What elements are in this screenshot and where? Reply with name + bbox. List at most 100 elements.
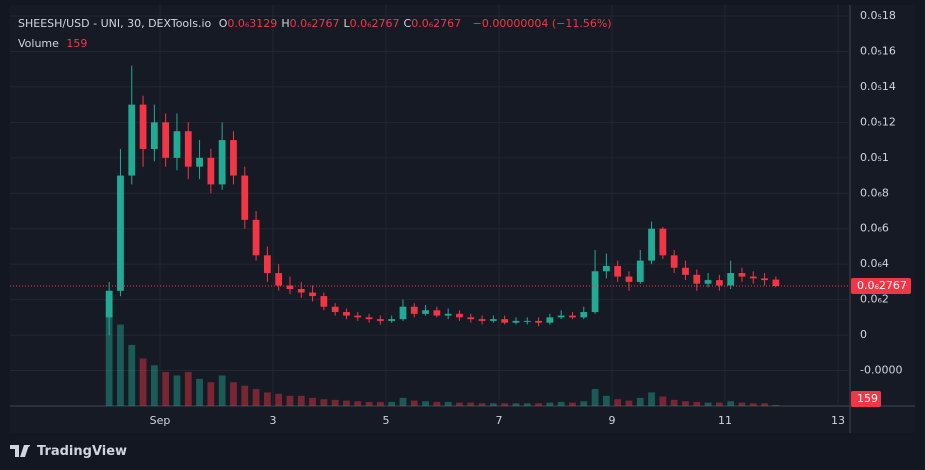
candle-body <box>184 131 192 167</box>
legend: SHEESH/USD - UNI, 30, DEXTools.io O0.0₆3… <box>18 14 616 54</box>
candle-body <box>241 175 249 220</box>
grid <box>10 5 850 406</box>
volume-bar <box>501 403 509 406</box>
candle-body <box>139 104 147 149</box>
ohlc-value: 0.0₆2767 <box>349 17 400 30</box>
candle-body <box>252 219 260 256</box>
candle-body <box>410 306 418 314</box>
candle-body <box>173 131 181 158</box>
candle-body <box>727 273 735 286</box>
volume-bar <box>738 402 746 406</box>
volume-bar <box>625 400 633 406</box>
candle-body <box>331 306 339 313</box>
candle-body <box>444 313 452 316</box>
candles <box>105 65 780 336</box>
ohlc-key: H <box>281 17 290 30</box>
candle-body <box>162 122 170 158</box>
volume-bar <box>263 392 271 406</box>
volume-bar <box>648 392 655 406</box>
y-tick-label: 0.0₆4 <box>860 257 889 270</box>
x-tick-label: 3 <box>270 414 277 427</box>
y-tick-label: 0.0₅12 <box>860 115 896 128</box>
candle-body <box>456 313 463 318</box>
candle-body <box>376 319 384 321</box>
candle-body <box>648 228 655 261</box>
volume-bar <box>207 382 215 406</box>
volume-bar <box>399 397 407 406</box>
volume-bar <box>230 382 237 406</box>
symbol-title: SHEESH/USD - UNI, 30, DEXTools.io <box>18 17 212 30</box>
candle-body <box>275 273 283 286</box>
y-tick-label: 0.0₆6 <box>860 222 889 235</box>
volume-bar <box>184 372 192 406</box>
volume-bar <box>523 403 531 406</box>
volume-bar <box>128 344 136 406</box>
volume-bar <box>286 395 294 406</box>
volume-bar <box>376 401 384 406</box>
volume-bar <box>772 404 780 406</box>
ohlc-key: O <box>218 17 228 30</box>
volume-badge <box>851 391 881 407</box>
volume-bar <box>569 402 576 406</box>
x-tick-label: 7 <box>496 414 503 427</box>
candle-body <box>478 319 486 321</box>
volume-bar <box>715 402 723 406</box>
volume-bar <box>636 397 644 406</box>
candle-body <box>670 255 678 268</box>
ohlc-values: O0.0₆3129 H0.0₆2767 L0.0₆2767 C0.0₆2767 <box>219 17 465 30</box>
candle-body <box>489 319 497 321</box>
y-tick-label: -0.0000 <box>860 364 902 377</box>
candle-body <box>738 273 746 277</box>
candle-body <box>218 140 226 185</box>
volume-bar <box>297 395 305 406</box>
ohlc-key: L <box>343 17 350 30</box>
brand-name: TradingView <box>37 444 128 459</box>
candle-body <box>150 122 158 149</box>
candle-body <box>433 310 441 316</box>
volume-bar <box>614 399 622 406</box>
candle-body <box>263 255 271 274</box>
y-tick-label: 0.0₅16 <box>860 44 896 57</box>
volume-bar <box>444 401 452 406</box>
volume-bar <box>761 403 768 406</box>
candle-body <box>343 312 350 316</box>
volume-value: 159 <box>66 37 88 50</box>
ohlc-value: 0.0₆3129 <box>227 17 278 30</box>
brand-logo <box>10 444 30 457</box>
volume-bar <box>557 401 565 406</box>
candle-body <box>523 320 531 322</box>
volume-bar <box>365 401 373 406</box>
candle-body <box>535 320 542 323</box>
candle-body <box>230 140 237 176</box>
candle-body <box>749 276 757 279</box>
candle-body <box>128 104 136 176</box>
volume-label: Volume <box>18 37 59 50</box>
volume-bar <box>139 358 147 406</box>
last-price-label: 0.0₆2767 <box>857 279 907 292</box>
volume-bar <box>727 401 735 406</box>
candle-body <box>467 317 475 320</box>
candle-body <box>580 312 588 318</box>
x-tick-label: 13 <box>831 414 845 427</box>
volume-bar <box>456 402 463 406</box>
candle-body <box>207 157 215 185</box>
y-tick-label: 0.0₅1 <box>860 151 889 164</box>
candle-body <box>693 274 701 284</box>
candle-body <box>422 310 429 314</box>
volume-bar <box>410 400 418 406</box>
volume-bar <box>489 403 497 406</box>
x-tick-label: 5 <box>383 414 390 427</box>
volume-bar <box>343 400 350 406</box>
volume-bar <box>331 399 339 406</box>
x-tick-label: 11 <box>718 414 732 427</box>
volume-bar <box>162 372 170 406</box>
y-tick-label: 0.0₅14 <box>860 80 896 93</box>
volume-bar <box>591 389 599 406</box>
volume-bar <box>196 378 203 406</box>
candle-body <box>569 315 576 318</box>
volume-bar <box>117 324 124 406</box>
volume-bar <box>354 401 362 406</box>
candle-body <box>659 228 667 256</box>
last-price-badge <box>851 278 911 295</box>
